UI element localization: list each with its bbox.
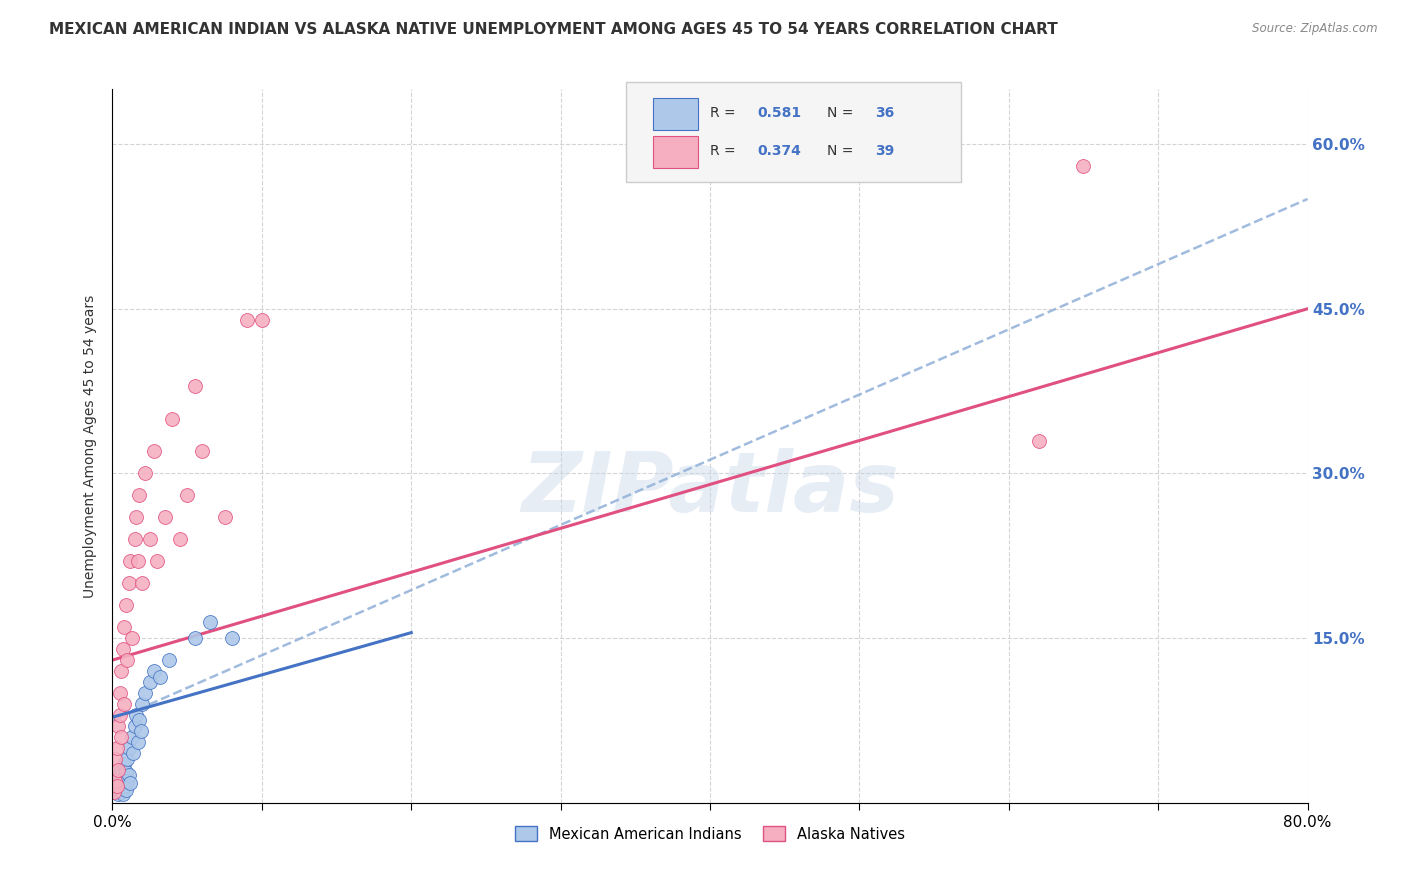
Point (107, 782, 129, 797)
Point (110, 730, 132, 744)
Point (134, 467, 156, 481)
Point (117, 752, 139, 766)
Point (250, 312, 273, 326)
Point (114, 757, 135, 772)
Text: 0.374: 0.374 (758, 145, 801, 158)
Point (107, 787, 129, 801)
Point (128, 714, 150, 728)
Point (108, 768, 131, 782)
Point (198, 615, 221, 629)
Point (214, 510, 236, 524)
Point (146, 554, 169, 568)
Point (105, 773, 128, 788)
Point (117, 773, 139, 788)
Point (124, 533, 146, 547)
Point (118, 740, 141, 755)
Point (1028, 434, 1050, 448)
Point (110, 664, 132, 678)
Point (107, 763, 129, 777)
Point (104, 773, 127, 788)
Point (157, 653, 180, 667)
Point (162, 411, 183, 425)
Point (127, 735, 149, 749)
Point (110, 763, 132, 777)
Legend: Mexican American Indians, Alaska Natives: Mexican American Indians, Alaska Natives (508, 819, 912, 849)
Point (105, 780, 128, 794)
Point (120, 776, 142, 790)
Point (131, 576, 153, 591)
Point (176, 488, 198, 502)
Point (124, 719, 146, 733)
Point (149, 669, 172, 683)
Point (191, 444, 214, 458)
Point (134, 686, 156, 700)
Text: N =: N = (827, 145, 858, 158)
Point (110, 785, 132, 799)
Text: 36: 36 (875, 106, 894, 120)
Point (183, 378, 205, 392)
Point (105, 780, 128, 794)
Point (169, 533, 191, 547)
Point (115, 782, 138, 797)
Point (143, 664, 166, 678)
Bar (652, 98, 699, 130)
Point (121, 730, 143, 744)
Point (104, 785, 127, 799)
Point (143, 444, 166, 458)
Point (118, 768, 141, 782)
Point (114, 780, 135, 794)
Point (117, 653, 139, 667)
Y-axis label: Unemployment Among Ages 45 to 54 years: Unemployment Among Ages 45 to 54 years (83, 294, 97, 598)
Point (103, 785, 125, 799)
Text: N =: N = (827, 106, 858, 120)
Point (125, 708, 148, 723)
Point (125, 510, 148, 524)
Point (139, 675, 162, 690)
Text: 0.581: 0.581 (758, 106, 801, 120)
Text: R =: R = (710, 106, 740, 120)
Point (236, 312, 259, 326)
Point (114, 697, 135, 711)
Point (183, 631, 205, 645)
Point (221, 631, 243, 645)
Point (115, 598, 138, 612)
Point (139, 533, 162, 547)
Point (108, 708, 131, 723)
Text: ZIPatlas: ZIPatlas (522, 449, 898, 529)
Point (111, 787, 134, 801)
Text: 39: 39 (875, 145, 894, 158)
FancyBboxPatch shape (627, 82, 962, 182)
Bar (652, 136, 699, 168)
Point (131, 697, 153, 711)
Point (108, 686, 131, 700)
Point (122, 747, 145, 761)
Text: MEXICAN AMERICAN INDIAN VS ALASKA NATIVE UNEMPLOYMENT AMONG AGES 45 TO 54 YEARS : MEXICAN AMERICAN INDIAN VS ALASKA NATIVE… (49, 22, 1057, 37)
Point (153, 510, 176, 524)
Point (129, 724, 152, 739)
Point (118, 576, 141, 591)
Point (104, 752, 127, 766)
Point (108, 776, 131, 790)
Point (1073, 159, 1095, 173)
Text: R =: R = (710, 145, 740, 158)
Point (115, 765, 138, 780)
Point (127, 554, 149, 568)
Point (114, 620, 135, 634)
Point (107, 719, 129, 733)
Point (111, 772, 134, 786)
Point (128, 488, 150, 502)
Point (105, 740, 128, 755)
Point (120, 554, 142, 568)
Point (111, 642, 134, 657)
Text: Source: ZipAtlas.com: Source: ZipAtlas.com (1253, 22, 1378, 36)
Point (121, 631, 143, 645)
